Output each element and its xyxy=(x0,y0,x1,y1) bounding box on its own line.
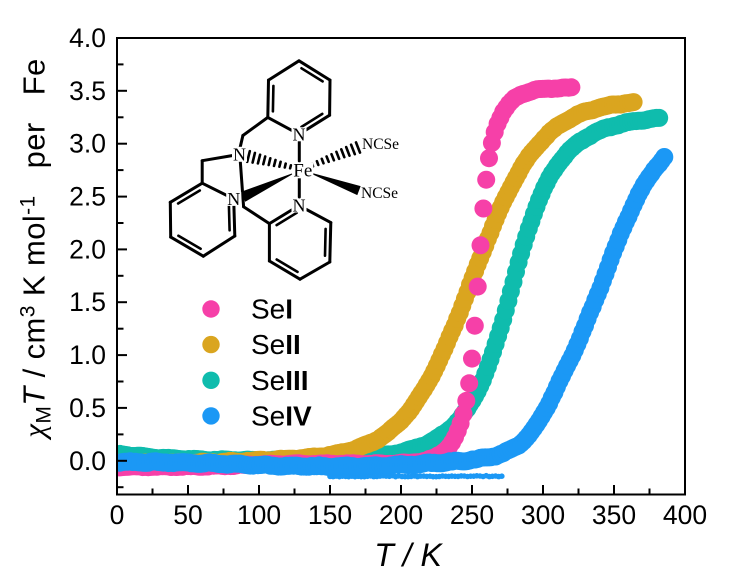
svg-text:1.5: 1.5 xyxy=(69,287,106,317)
svg-text:400: 400 xyxy=(663,500,707,530)
svg-text:0: 0 xyxy=(110,500,125,530)
svg-text:SeII: SeII xyxy=(251,329,301,360)
svg-text:NCSe: NCSe xyxy=(362,136,399,153)
svg-text:N: N xyxy=(227,189,240,209)
svg-text:T / K: T / K xyxy=(374,537,443,573)
svg-text:N: N xyxy=(293,124,306,144)
svg-text:2.5: 2.5 xyxy=(69,182,106,212)
svg-text:3.0: 3.0 xyxy=(69,129,106,159)
svg-text:1.0: 1.0 xyxy=(69,340,106,370)
svg-text:N: N xyxy=(293,196,306,216)
svg-text:300: 300 xyxy=(521,500,565,530)
svg-text:250: 250 xyxy=(450,500,494,530)
svg-text:4.0: 4.0 xyxy=(69,23,106,53)
svg-text:100: 100 xyxy=(237,500,281,530)
svg-text:3.5: 3.5 xyxy=(69,76,106,106)
svg-text:χMT / cm3 K mol-1 per Fe: χMT / cm3 K mol-1 per Fe xyxy=(17,58,56,440)
svg-text:50: 50 xyxy=(173,500,202,530)
svg-text:N: N xyxy=(233,144,246,164)
svg-text:150: 150 xyxy=(308,500,352,530)
svg-text:200: 200 xyxy=(379,500,423,530)
svg-text:2.0: 2.0 xyxy=(69,234,106,264)
svg-text:NCSe: NCSe xyxy=(361,185,398,202)
svg-text:0.5: 0.5 xyxy=(69,393,106,423)
svg-text:SeIII: SeIII xyxy=(251,365,309,396)
svg-text:0.0: 0.0 xyxy=(69,446,106,476)
svg-text:SeIV: SeIV xyxy=(251,400,312,431)
svg-text:350: 350 xyxy=(592,500,636,530)
svg-text:Fe: Fe xyxy=(293,160,312,181)
svg-text:SeI: SeI xyxy=(251,294,293,325)
